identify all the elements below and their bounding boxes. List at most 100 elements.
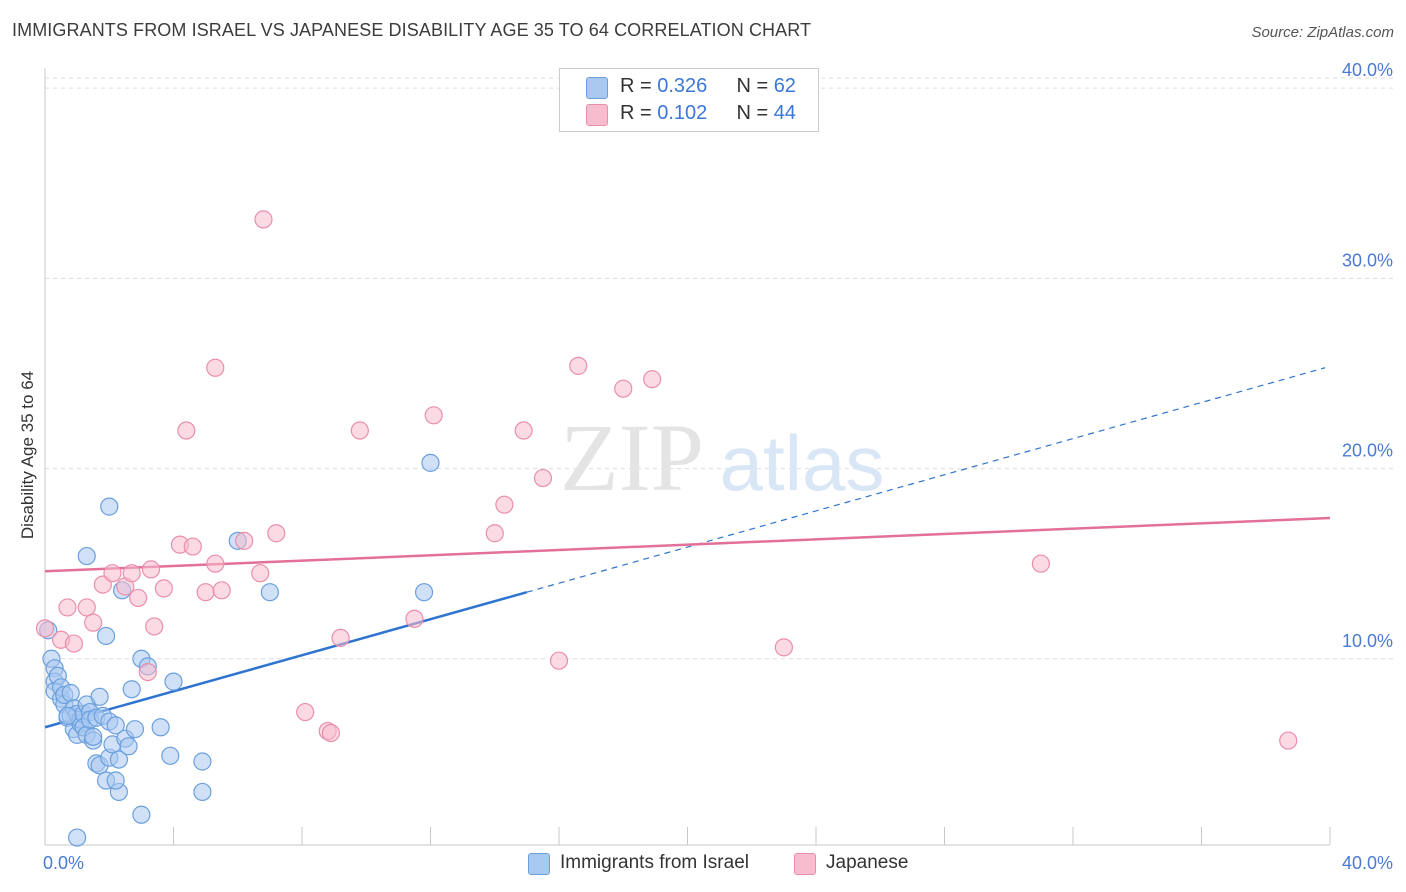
y-tick-label-1: 20.0%	[1342, 441, 1393, 461]
point-israel-51	[96, 626, 116, 646]
point-japanese-3	[64, 634, 84, 653]
point-israel-60	[164, 672, 183, 691]
point-japanese-34	[533, 468, 553, 488]
y-tick-label-3: 40.0%	[1342, 60, 1393, 80]
bottom-legend-label-japanese: Japanese	[826, 852, 909, 873]
point-israel-39	[119, 737, 138, 756]
chart-title: IMMIGRANTS FROM ISRAEL VS JAPANESE DISAB…	[12, 20, 812, 40]
bottom-legend-swatch-israel	[528, 853, 550, 875]
source-label: Source: ZipAtlas.com	[1251, 24, 1394, 41]
point-israel-50	[106, 771, 125, 790]
grid-lines	[45, 77, 1395, 660]
point-japanese-13	[145, 617, 164, 636]
point-israel-44	[151, 718, 170, 737]
point-japanese-18	[196, 583, 215, 602]
point-israel-57	[421, 453, 440, 472]
point-japanese-4	[77, 598, 96, 617]
point-israel-61	[58, 706, 77, 725]
x-tick-label-0: 0.0%	[43, 853, 84, 873]
point-japanese-28	[350, 421, 369, 440]
trend-lines	[44, 367, 1331, 729]
point-israel-53	[77, 546, 96, 566]
y-axis-label: Disability Age 35 to 64	[18, 371, 37, 539]
point-israel-49	[132, 805, 151, 824]
bottom-legend-label-israel: Immigrants from Israel	[560, 852, 749, 873]
point-japanese-42	[254, 210, 273, 229]
point-japanese-36	[569, 356, 588, 375]
legend-r-label: R =	[620, 75, 658, 97]
point-israel-58	[414, 583, 434, 602]
legend-r-value-japanese: 0.102	[657, 102, 708, 124]
legend-n-label: N =	[736, 102, 774, 124]
point-japanese-43	[206, 358, 225, 377]
legend-n-value-japanese: 44	[773, 102, 796, 124]
x-tick-label-1: 40.0%	[1342, 853, 1393, 873]
point-japanese-16	[183, 537, 202, 556]
point-japanese-0	[35, 619, 55, 638]
point-japanese-11	[138, 662, 157, 682]
point-japanese-19	[206, 554, 225, 573]
point-japanese-26	[321, 723, 341, 743]
point-japanese-40	[1031, 554, 1050, 573]
point-japanese-29	[405, 609, 424, 628]
point-israel-40	[122, 680, 141, 699]
watermark-atlas: atlas	[720, 419, 885, 507]
series-israel-points	[39, 453, 440, 847]
point-japanese-23	[267, 524, 286, 543]
point-israel-35	[106, 716, 125, 735]
point-japanese-21	[235, 531, 254, 550]
point-japanese-33	[514, 421, 533, 440]
legend-swatch-israel	[586, 77, 608, 99]
bottom-legend-swatch-japanese	[794, 853, 816, 875]
point-japanese-39	[774, 638, 793, 657]
point-japanese-2	[58, 598, 77, 617]
legend-r-value-israel: 0.326	[657, 75, 708, 97]
point-israel-59	[84, 727, 103, 746]
point-japanese-9	[122, 564, 141, 583]
y-tick-label-0: 10.0%	[1342, 631, 1393, 651]
point-japanese-38	[643, 370, 662, 389]
tick-labels: 10.0% 20.0% 30.0% 40.0% 0.0% 40.0%	[43, 60, 1393, 873]
trend-line-israel	[44, 591, 528, 729]
point-israel-46	[193, 752, 212, 771]
point-israel-54	[100, 497, 119, 516]
point-israel-28	[90, 687, 109, 706]
point-japanese-10	[129, 588, 148, 608]
point-japanese-20	[212, 581, 231, 600]
series-japanese-points	[35, 210, 1298, 750]
point-israel-41	[125, 720, 145, 739]
y-tick-label-2: 30.0%	[1342, 250, 1393, 270]
point-japanese-27	[331, 628, 350, 647]
watermark: ZIP atlas	[560, 404, 884, 511]
point-japanese-30	[424, 406, 443, 425]
point-japanese-24	[296, 702, 315, 722]
legend-n-value-israel: 62	[773, 75, 796, 97]
point-israel-45	[161, 746, 180, 765]
correlation-legend: R = 0.326 N = 62 R = 0.102 N = 44	[559, 68, 819, 132]
point-israel-47	[193, 782, 212, 802]
point-japanese-12	[141, 560, 161, 579]
bottom-legend-japanese: Japanese	[794, 852, 934, 876]
point-japanese-22	[251, 564, 270, 583]
point-japanese-41	[1279, 731, 1298, 750]
bottom-legend-israel: Immigrants from Israel	[528, 852, 778, 876]
watermark-zip: ZIP	[560, 404, 704, 511]
point-israel-48	[68, 828, 87, 847]
point-israel-56	[260, 583, 279, 602]
legend-n-label: N =	[736, 75, 774, 97]
point-japanese-35	[549, 651, 569, 670]
point-japanese-14	[154, 579, 173, 598]
legend-r-label: R =	[620, 102, 658, 124]
point-japanese-31	[485, 524, 504, 543]
point-israel-37	[109, 750, 128, 769]
point-japanese-32	[495, 495, 514, 514]
point-japanese-17	[177, 421, 196, 440]
point-japanese-5	[84, 613, 103, 632]
legend-swatch-japanese	[586, 104, 608, 126]
point-israel-12	[61, 683, 80, 703]
trend-line-japanese	[44, 516, 1331, 573]
point-japanese-7	[103, 564, 122, 583]
point-japanese-37	[614, 379, 633, 398]
axes	[44, 68, 1331, 846]
